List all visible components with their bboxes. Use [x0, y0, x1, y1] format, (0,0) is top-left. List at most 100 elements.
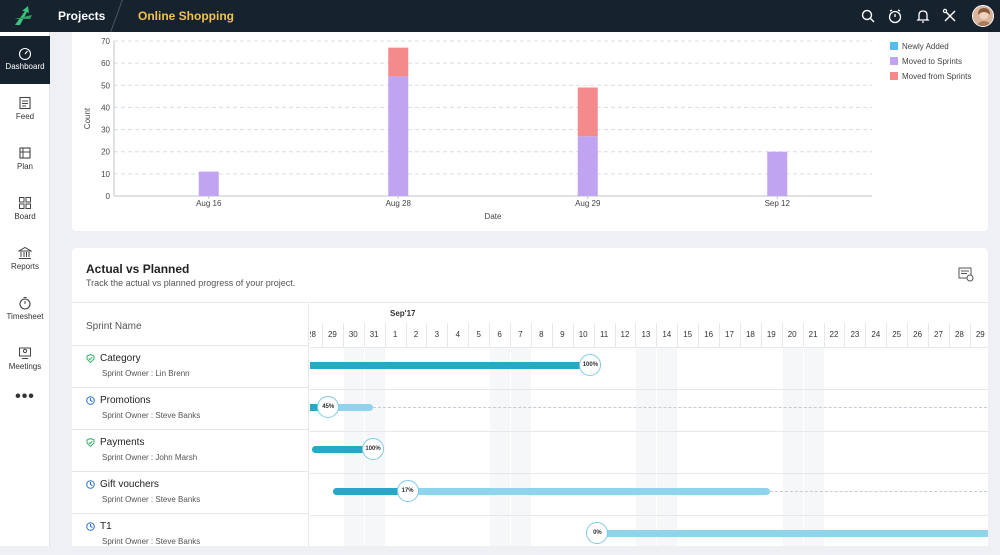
y-tick-label: 0 — [106, 192, 111, 201]
planned-bar — [333, 488, 771, 495]
bar-moved-from-sprints — [577, 87, 598, 137]
day-separator — [321, 323, 323, 347]
sprint-row[interactable]: Promotions Sprint Owner : Steve Banks — [72, 387, 309, 429]
x-tick-label: Aug 29 — [575, 199, 601, 208]
day-separator — [760, 323, 762, 347]
app-logo-icon[interactable] — [12, 5, 36, 27]
projects-link[interactable]: Projects — [58, 9, 106, 23]
sidebar-item-label: Reports — [10, 262, 39, 271]
day-label: 8 — [539, 330, 544, 339]
sprint-row[interactable]: Payments Sprint Owner : John Marsh — [72, 429, 309, 471]
sprint-name-column: Sprint Name Category Sprint Owner : Lin … — [72, 302, 309, 546]
day-label: 3 — [434, 330, 440, 339]
progress-badge[interactable]: 45% — [317, 396, 340, 418]
sidebar-item-label: Dashboard — [5, 62, 45, 71]
day-label: 31 — [369, 330, 379, 339]
day-label: 5 — [476, 330, 481, 339]
y-tick-label: 70 — [101, 37, 110, 46]
sprint-row[interactable]: Category Sprint Owner : Lin Brenn — [72, 345, 309, 387]
row-separator — [310, 431, 988, 432]
day-label: 30 — [348, 330, 358, 339]
feed-icon — [19, 96, 31, 110]
sprint-row[interactable]: T1 Sprint Owner : Steve Banks — [72, 513, 309, 555]
user-avatar[interactable] — [972, 5, 994, 27]
completed-icon — [86, 354, 95, 363]
day-separator — [530, 323, 532, 347]
card-title: Actual vs Planned — [86, 262, 190, 276]
day-separator — [739, 323, 741, 347]
sprint-name[interactable]: Payments — [100, 437, 145, 448]
sprint-name[interactable]: Gift vouchers — [100, 479, 159, 490]
day-label: 9 — [560, 330, 565, 339]
dashboard-icon — [18, 47, 32, 60]
tools-icon[interactable] — [942, 8, 958, 24]
day-label: 17 — [725, 330, 734, 339]
timesheet-icon — [19, 297, 31, 310]
day-label: 28 — [310, 330, 316, 339]
y-tick-label: 30 — [101, 126, 110, 135]
legend-label: Newly Added — [902, 42, 949, 51]
sprint-name[interactable]: Promotions — [100, 395, 151, 406]
sidebar-item-label: Plan — [16, 162, 33, 171]
sprint-owner: Sprint Owner : Steve Banks — [102, 411, 201, 420]
y-tick-label: 10 — [101, 170, 110, 179]
progress-badge[interactable]: 100% — [362, 438, 385, 460]
sidebar-item-meetings[interactable]: Meetings — [0, 336, 50, 384]
progress-badge[interactable]: 100% — [579, 354, 602, 376]
progress-badge[interactable]: 0% — [586, 522, 609, 544]
in-progress-icon — [86, 522, 95, 531]
day-label: 26 — [913, 330, 923, 339]
row-separator — [310, 389, 988, 390]
day-label: 23 — [850, 330, 860, 339]
project-name[interactable]: Online Shopping — [138, 9, 234, 23]
row-separator — [310, 473, 988, 474]
day-label: 29 — [327, 330, 337, 339]
y-axis-title: Count — [83, 107, 92, 129]
sprint-name[interactable]: T1 — [100, 521, 112, 532]
sidebar-item-timesheet[interactable]: Timesheet — [0, 286, 50, 334]
weekend-column — [782, 347, 803, 546]
sidebar-item-dashboard[interactable]: Dashboard — [0, 36, 50, 84]
sprint-movement-chart: 0 10 20 30 40 50 60 70 Aug 16 Aug 28 Aug 29 Sep 12 D… — [83, 37, 872, 221]
in-progress-icon — [86, 396, 95, 405]
actual-bar — [312, 446, 374, 453]
day-label: 28 — [954, 330, 964, 339]
bar-moved-to-sprints — [577, 136, 598, 196]
completed-icon — [86, 438, 95, 447]
weekend-column — [636, 347, 657, 546]
day-separator — [928, 323, 929, 347]
timer-icon[interactable] — [887, 8, 903, 24]
search-icon[interactable] — [860, 8, 876, 24]
day-separator — [363, 323, 365, 347]
sprint-owner: Sprint Owner : Lin Brenn — [102, 369, 190, 378]
bell-icon[interactable] — [915, 8, 931, 24]
day-label: 14 — [662, 330, 672, 339]
x-tick-label: Sep 12 — [765, 199, 791, 208]
sidebar-item-plan[interactable]: Plan — [0, 136, 50, 184]
user-avatar-image — [973, 6, 993, 26]
day-label: 24 — [871, 330, 881, 339]
legend-item[interactable]: Newly Added — [890, 42, 949, 51]
day-label: 27 — [934, 330, 943, 339]
day-label: 15 — [683, 330, 693, 339]
y-tick-label: 60 — [101, 59, 110, 68]
sprint-name[interactable]: Category — [100, 353, 141, 364]
sidebar-item-feed[interactable]: Feed — [0, 86, 50, 134]
day-label: 2 — [413, 330, 419, 339]
sidebar-item-reports[interactable]: Reports — [0, 236, 50, 284]
progress-badge[interactable]: 17% — [396, 480, 419, 502]
sprint-row[interactable]: Gift vouchers Sprint Owner : Steve Banks — [72, 471, 309, 513]
gantt-timeline[interactable]: Sep'17 282930311234567891011121314151617… — [310, 302, 988, 546]
meetings-icon — [19, 347, 31, 359]
bar-moved-to-sprints — [198, 171, 219, 196]
day-separator — [886, 323, 888, 347]
export-icon[interactable] — [958, 266, 974, 282]
sidebar-item-board[interactable]: Board — [0, 186, 50, 234]
day-label: 11 — [599, 330, 609, 339]
legend-item[interactable]: Moved to Sprints — [890, 57, 962, 66]
y-tick-label: 20 — [101, 148, 110, 157]
bar-moved-to-sprints — [388, 76, 409, 196]
legend-item[interactable]: Moved from Sprints — [890, 72, 971, 81]
day-separator — [907, 323, 909, 347]
more-menu-button[interactable]: ••• — [15, 388, 35, 405]
